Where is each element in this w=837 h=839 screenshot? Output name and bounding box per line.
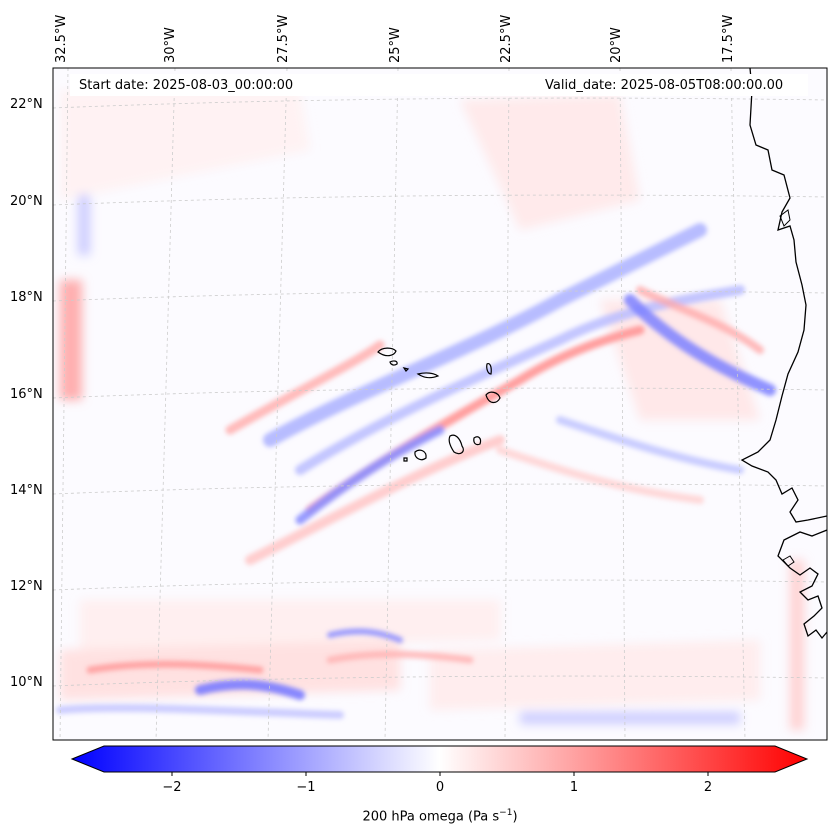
omega-bands [56, 223, 776, 719]
grid-line-lon [384, 68, 399, 740]
island-brava [403, 457, 408, 462]
african-coastline [740, 68, 827, 523]
grid-line-lon [59, 68, 69, 740]
band-red [636, 286, 764, 354]
island-santo-antao [377, 347, 397, 357]
field-patch [60, 640, 400, 700]
band-blue [327, 628, 403, 643]
lon-label-30w: 30°W [163, 27, 178, 63]
grid-line-lat [53, 387, 827, 399]
grid-line-lon [267, 68, 288, 740]
cb-tick-neg1: −1 [296, 780, 316, 795]
cb-tick-1: 1 [569, 780, 579, 795]
field-patch [790, 560, 804, 730]
grid-line-lat [53, 290, 827, 302]
band-red [86, 660, 264, 674]
colorbar-label-close: ) [512, 809, 518, 825]
colorbar-label: 200 hPa omega (Pa s [362, 809, 500, 825]
grid-line-lon [504, 68, 510, 740]
band-blue [295, 285, 745, 475]
band-blue [56, 703, 344, 719]
field-patch [78, 195, 90, 255]
lon-label-17-5w: 17.5°W [721, 14, 736, 63]
field-patch [80, 600, 500, 650]
lat-label-20n: 20°N [10, 194, 43, 209]
grid-line-lon [155, 68, 176, 740]
field-patch [460, 95, 640, 230]
grid-line-lat [53, 97, 827, 109]
valid-date-label: Valid_date: 2025-08-05T08:00:00.00 [545, 78, 784, 93]
african-coastline-islands [779, 209, 795, 567]
lat-label-12n: 12°N [10, 579, 43, 594]
field-patch [600, 300, 760, 420]
grid-line-lat [53, 675, 827, 687]
band-red [245, 435, 505, 565]
island-santa-luzia [402, 367, 410, 372]
grid-line-lon [619, 68, 626, 740]
lon-label-20w: 20°W [609, 27, 624, 63]
band-blue [624, 294, 776, 396]
cb-tick-2: 2 [703, 780, 713, 795]
lat-label-22n: 22°N [10, 97, 43, 112]
lon-label-25w: 25°W [388, 27, 403, 63]
band-blue [295, 425, 445, 525]
field-patch [60, 90, 310, 200]
island-sao-vicente [389, 360, 398, 366]
grid-line-lat [53, 483, 827, 495]
field-patch [60, 280, 82, 400]
grid-line-lat [53, 194, 827, 206]
cb-tick-0: 0 [435, 780, 445, 795]
band-blue [263, 223, 707, 447]
cape-verde-islands [377, 347, 501, 462]
lon-label-32-5w: 32.5°W [54, 14, 69, 63]
band-red [326, 650, 474, 664]
cb-tick-neg2: −2 [162, 780, 182, 795]
colorbar-tick-marks [171, 772, 709, 776]
lon-label-22-5w: 22.5°W [499, 14, 514, 63]
island-sal [486, 362, 492, 375]
lat-label-10n: 10°N [10, 675, 43, 690]
omega-field [60, 90, 804, 730]
lat-label-18n: 18°N [10, 290, 43, 305]
colorbar [70, 745, 809, 776]
band-red [496, 446, 704, 504]
lat-label-16n: 16°N [10, 387, 43, 402]
island-maio [473, 436, 482, 446]
start-date-label: Start date: 2025-08-03_00:00:00 [79, 78, 294, 93]
grid-line-lon [730, 68, 746, 740]
band-red [225, 340, 385, 435]
island-sao-nicolau [416, 372, 440, 379]
grid-line-lat [53, 579, 827, 591]
lon-label-27-5w: 27.5°W [276, 14, 291, 63]
band-red [305, 325, 645, 515]
map-background [53, 68, 827, 740]
lat-label-14n: 14°N [10, 483, 43, 498]
african-coastline-south [777, 529, 827, 640]
colorbar-label-exponent: −1 [499, 808, 513, 818]
graticule [53, 68, 827, 740]
island-fogo [414, 449, 427, 461]
island-santiago [448, 434, 464, 455]
colorbar-title: 200 hPa omega (Pa s−1) [0, 808, 837, 824]
colorbar-body [70, 745, 809, 773]
band-blue [195, 679, 305, 700]
field-patch [430, 640, 760, 710]
field-patch [520, 712, 740, 724]
band-blue [556, 416, 744, 474]
island-boa-vista [485, 391, 501, 404]
map-frame [52, 67, 828, 741]
